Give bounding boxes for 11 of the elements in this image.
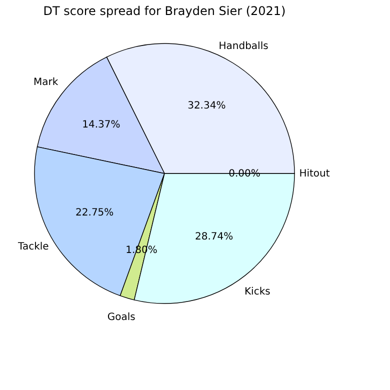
data-label: 22.75% xyxy=(76,207,114,218)
slice-label: Tackle xyxy=(17,241,49,252)
data-label: 14.37% xyxy=(82,120,120,131)
chart-title: DT score spread for Brayden Sier (2021) xyxy=(43,4,286,18)
slice-label: Kicks xyxy=(244,286,270,298)
slice-label: Handballs xyxy=(218,41,268,52)
slice-label: Mark xyxy=(33,76,58,88)
data-label: 32.34% xyxy=(188,100,226,112)
data-label: 28.74% xyxy=(194,231,234,242)
category-label: Hitout xyxy=(299,168,330,180)
slice-label: Goals xyxy=(107,312,136,324)
